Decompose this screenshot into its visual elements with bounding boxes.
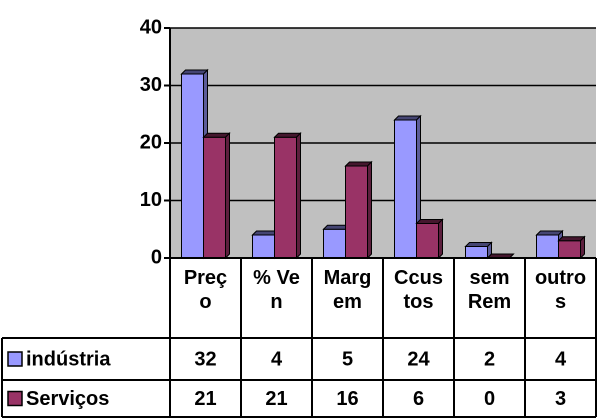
y-tick-label: 30 [140, 74, 162, 96]
bar-side [509, 253, 514, 259]
legend-swatch [7, 351, 23, 367]
y-tick-label: 0 [151, 246, 162, 268]
category-label: Ccustos [394, 267, 443, 313]
bar [181, 73, 204, 259]
bar-side [367, 160, 372, 260]
bar [345, 165, 368, 259]
table-value: 24 [407, 348, 430, 370]
bar-side [438, 218, 443, 260]
category-label: outros [534, 267, 587, 313]
table-value: 5 [342, 348, 353, 370]
bar-side [225, 132, 230, 260]
table-value: 4 [555, 348, 567, 370]
table-value: 6 [413, 388, 424, 410]
y-tick-label: 20 [140, 131, 162, 153]
table-value: 4 [271, 348, 283, 370]
table-value: 3 [555, 388, 566, 410]
bar [416, 223, 439, 259]
table-value: 32 [194, 348, 216, 370]
bar [252, 234, 275, 259]
category-label: % Ven [253, 267, 300, 313]
category-label: sem Rem [467, 267, 512, 313]
table-value: 0 [484, 388, 495, 410]
table-value: 16 [336, 388, 358, 410]
bar [274, 136, 297, 259]
bar [465, 246, 488, 259]
legend-swatch [7, 390, 23, 407]
bar-side [296, 132, 301, 260]
y-tick-label: 40 [140, 16, 162, 38]
bar [394, 119, 417, 259]
legend-label: Serviços [26, 388, 109, 410]
bar [323, 228, 346, 259]
table-value: 2 [484, 348, 495, 370]
bar [558, 240, 581, 259]
legend-label: indústria [26, 348, 111, 370]
table-value: 21 [265, 388, 287, 410]
category-label: Preço [183, 267, 228, 313]
bar [536, 234, 559, 259]
table-value: 21 [194, 388, 216, 410]
y-tick-label: 10 [140, 189, 162, 211]
bar [203, 136, 226, 259]
bar-side [580, 235, 585, 260]
category-label: Margem [323, 267, 372, 313]
